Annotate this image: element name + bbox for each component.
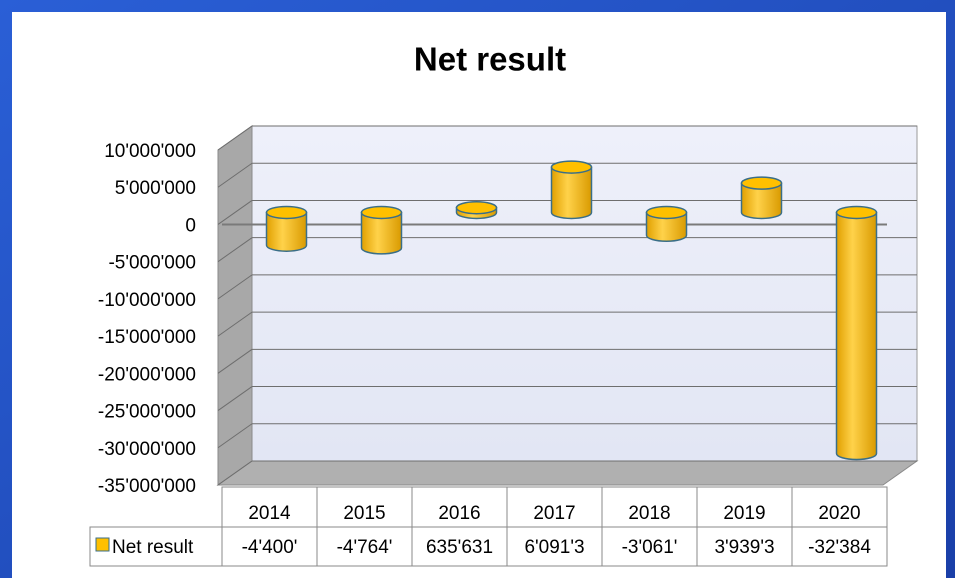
bar bbox=[360, 211, 403, 255]
y-tick-label: 10'000'000 bbox=[104, 141, 196, 162]
y-tick-label: -25'000'000 bbox=[98, 402, 196, 423]
x-tick-label: 2014 bbox=[248, 503, 291, 524]
bar-top bbox=[455, 200, 498, 215]
table-value: -4'400' bbox=[242, 537, 298, 558]
y-tick-label: -30'000'000 bbox=[98, 439, 196, 460]
bar-top bbox=[740, 176, 783, 190]
side-wall bbox=[217, 125, 253, 486]
side-grid-line bbox=[217, 386, 253, 411]
side-grid-line bbox=[217, 200, 253, 225]
x-tick-label: 2018 bbox=[628, 503, 670, 524]
bar bbox=[645, 211, 688, 242]
bar bbox=[265, 211, 308, 252]
bar-top bbox=[360, 205, 403, 220]
bar bbox=[740, 182, 783, 220]
table-cell bbox=[791, 526, 888, 567]
bar-top bbox=[265, 205, 308, 220]
table-value: 635'631 bbox=[426, 537, 493, 558]
table-value: 3'939'3 bbox=[714, 537, 774, 558]
side-grid-line bbox=[217, 311, 253, 337]
x-tick-label: 2019 bbox=[723, 503, 765, 524]
x-tick-label: 2017 bbox=[533, 503, 575, 524]
x-tick-label: 2016 bbox=[438, 503, 480, 524]
side-grid-line bbox=[217, 423, 253, 449]
y-tick-label: -15'000'000 bbox=[98, 327, 196, 348]
bar bbox=[835, 211, 878, 461]
x-tick-label: 2015 bbox=[343, 503, 385, 524]
side-grid-line bbox=[217, 460, 253, 486]
table-value: 6'091'3 bbox=[524, 537, 584, 558]
side-grid-line bbox=[217, 162, 253, 188]
side-grid-line bbox=[217, 125, 253, 151]
y-tick-label: -5'000'000 bbox=[108, 253, 196, 274]
y-tick-label: -10'000'000 bbox=[98, 290, 196, 311]
chart-title: Net result bbox=[414, 41, 566, 78]
y-tick-label: -35'000'000 bbox=[98, 476, 196, 497]
x-tick-label: 2020 bbox=[818, 503, 860, 524]
y-tick-label: 5'000'000 bbox=[115, 178, 196, 199]
side-grid-line bbox=[217, 237, 253, 263]
table-value: -4'764' bbox=[337, 537, 393, 558]
bar bbox=[550, 166, 593, 220]
y-tick-label: -20'000'000 bbox=[98, 364, 196, 385]
table-value: -3'061' bbox=[622, 537, 678, 558]
legend-label: Net result bbox=[112, 537, 194, 558]
floor bbox=[216, 460, 919, 486]
table-value: -32'384 bbox=[808, 537, 871, 558]
y-tick-label: 0 bbox=[185, 215, 196, 236]
side-grid-line bbox=[217, 274, 253, 300]
legend-key bbox=[95, 537, 110, 552]
side-grid-line bbox=[217, 348, 253, 374]
bar-top bbox=[835, 205, 878, 220]
bar-top bbox=[550, 160, 593, 174]
bar-top bbox=[645, 205, 688, 220]
